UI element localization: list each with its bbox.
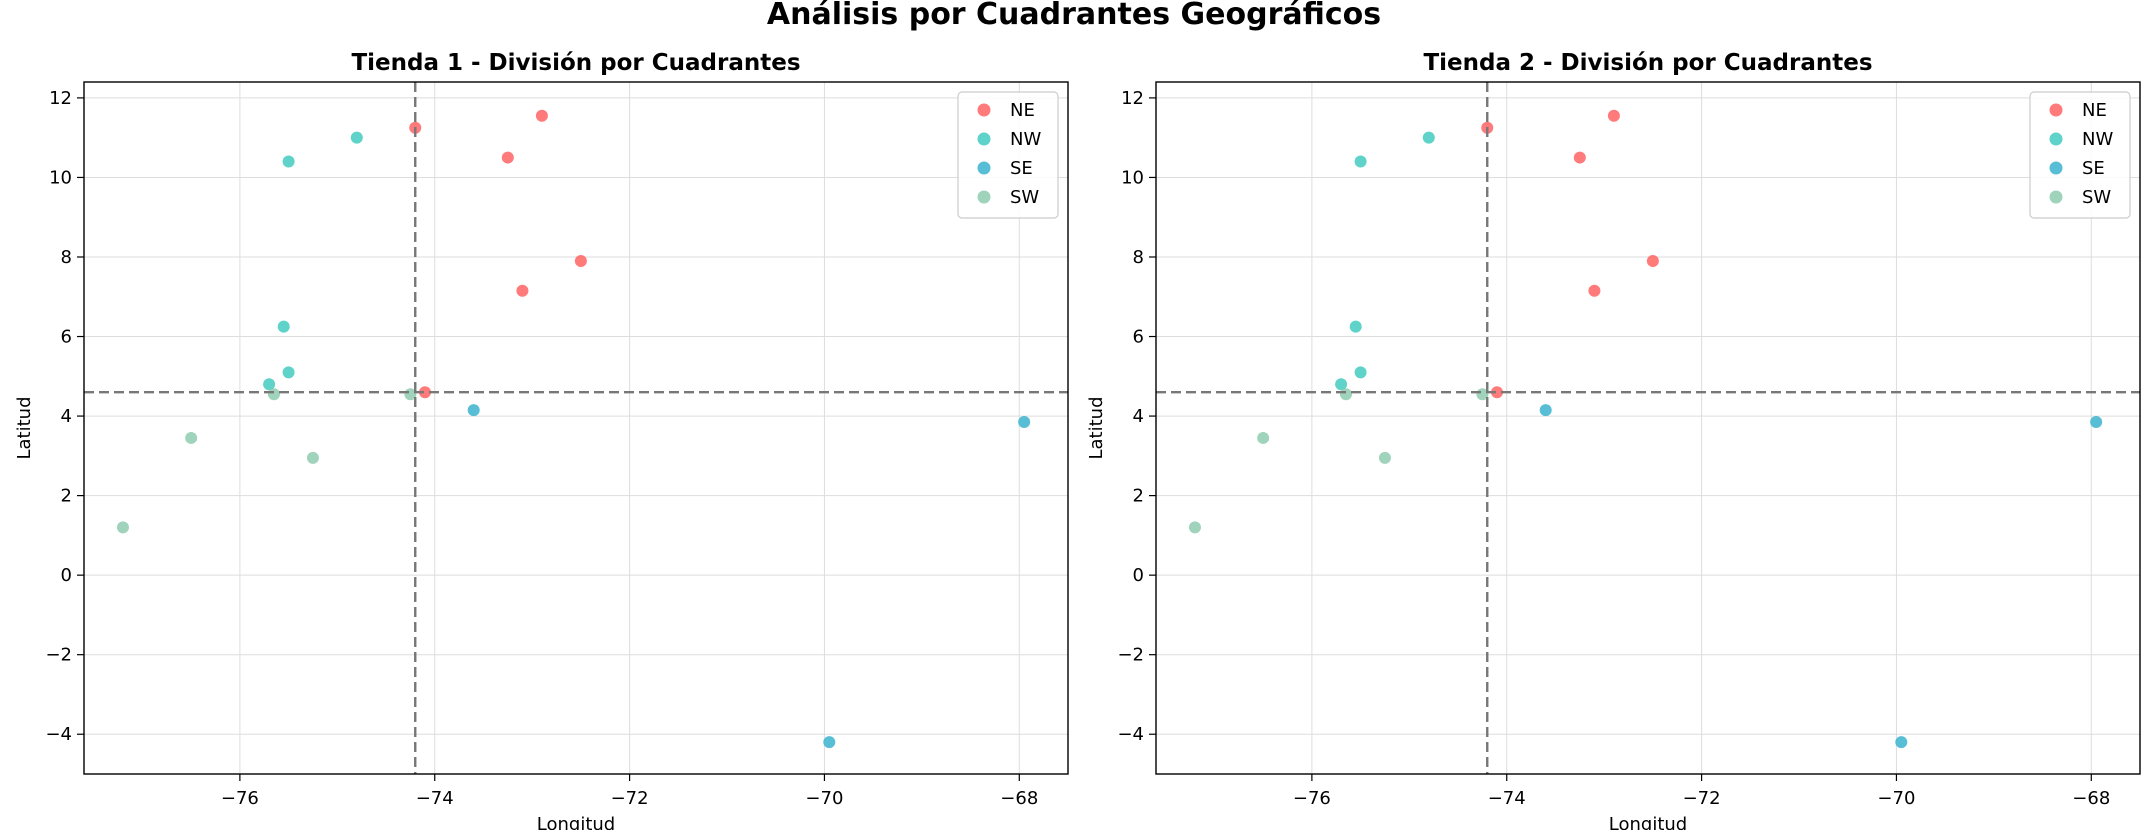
chart-title: Tienda 2 - División por Cuadrantes: [1423, 50, 1872, 76]
legend-marker-se: [977, 161, 991, 175]
data-point-nw: [263, 378, 276, 391]
legend-marker-nw: [2049, 132, 2063, 146]
x-tick-label: −70: [805, 788, 843, 809]
data-point-se: [823, 736, 836, 749]
y-tick-label: 10: [49, 167, 72, 188]
data-point-ne: [1607, 109, 1620, 122]
legend-label-nw: NW: [2082, 129, 2113, 150]
legend: NE NW SE SW: [2029, 91, 2131, 219]
x-tick-label: −74: [416, 788, 454, 809]
y-tick-label: −2: [1117, 645, 1144, 666]
figure-title: Análisis por Cuadrantes Geográficos: [766, 0, 1382, 32]
legend-label-se: SE: [2082, 158, 2105, 179]
data-point-nw: [282, 366, 295, 379]
plot-frame: [1155, 81, 2141, 775]
data-point-sw: [1339, 388, 1352, 401]
data-point-sw: [185, 431, 198, 444]
data-point-se: [2090, 416, 2103, 429]
legend-marker-sw: [2049, 190, 2063, 204]
data-point-nw: [350, 131, 363, 144]
data-point-ne: [1573, 151, 1586, 164]
x-tick-label: −76: [1293, 788, 1331, 809]
legend-box: [957, 91, 1059, 219]
x-tick-label: −72: [611, 788, 649, 809]
y-tick-label: 2: [61, 486, 72, 507]
data-point-ne: [501, 151, 514, 164]
data-point-ne: [1646, 254, 1659, 267]
y-tick-label: −4: [45, 724, 72, 745]
legend-label-nw: NW: [1010, 129, 1041, 150]
legend-label-sw: SW: [2082, 187, 2111, 208]
legend-label-ne: NE: [1010, 100, 1035, 121]
data-point-sw: [116, 521, 129, 534]
x-tick-label: −72: [1683, 788, 1721, 809]
legend-marker-ne: [977, 103, 991, 117]
legend-label-sw: SW: [1010, 187, 1039, 208]
data-point-nw: [1422, 131, 1435, 144]
data-point-sw: [306, 451, 319, 464]
y-tick-label: 0: [1133, 565, 1144, 586]
y-tick-label: 0: [61, 565, 72, 586]
plot-frame: [83, 81, 1069, 775]
data-point-nw: [1335, 378, 1348, 391]
y-tick-label: 4: [1133, 406, 1144, 427]
data-point-ne: [418, 386, 431, 399]
data-point-se: [1539, 404, 1552, 417]
scatter-panel-2: −76 −74 −72 −70 −68 −4 −2 0 2 4 6 8 10 12 Tienda 2 - D…: [1086, 50, 2141, 830]
data-point-ne: [535, 109, 548, 122]
data-point-sw: [1188, 521, 1201, 534]
data-point-nw: [277, 320, 290, 333]
legend-box: [2029, 91, 2131, 219]
x-tick-label: −74: [1488, 788, 1526, 809]
y-tick-label: 6: [61, 327, 72, 348]
legend-marker-sw: [977, 190, 991, 204]
legend: NE NW SE SW: [957, 91, 1059, 219]
x-tick-label: −68: [2072, 788, 2110, 809]
y-tick-label: 10: [1121, 167, 1144, 188]
legend-label-se: SE: [1010, 158, 1033, 179]
data-point-nw: [1354, 366, 1367, 379]
legend-marker-ne: [2049, 103, 2063, 117]
data-point-ne: [1588, 284, 1601, 297]
x-axis-label: Longitud: [1609, 814, 1687, 830]
data-point-nw: [1349, 320, 1362, 333]
y-tick-label: −2: [45, 645, 72, 666]
y-tick-label: −4: [1117, 724, 1144, 745]
y-tick-label: 2: [1133, 486, 1144, 507]
data-point-se: [1018, 416, 1031, 429]
legend-marker-nw: [977, 132, 991, 146]
data-point-ne: [574, 254, 587, 267]
data-point-se: [1895, 736, 1908, 749]
data-point-nw: [1354, 155, 1367, 168]
y-axis-label: Latitud: [1086, 396, 1107, 459]
data-point-nw: [282, 155, 295, 168]
x-tick-label: −76: [221, 788, 259, 809]
y-axis-label: Latitud: [14, 396, 35, 459]
data-point-ne: [516, 284, 529, 297]
scatter-panel-1: −76 −74 −72 −70 −68 −4 −2 0 2 4 6 8 10 12 Tienda 1 - D…: [14, 50, 1069, 830]
x-tick-label: −70: [1877, 788, 1915, 809]
data-point-sw: [1257, 431, 1270, 444]
y-tick-label: 4: [61, 406, 72, 427]
y-tick-label: 8: [1133, 247, 1144, 268]
x-tick-label: −68: [1000, 788, 1038, 809]
y-tick-label: 8: [61, 247, 72, 268]
legend-marker-se: [2049, 161, 2063, 175]
data-point-se: [467, 404, 480, 417]
data-point-sw: [267, 388, 280, 401]
chart-title: Tienda 1 - División por Cuadrantes: [351, 50, 800, 76]
data-point-sw: [1378, 451, 1391, 464]
y-tick-label: 6: [1133, 327, 1144, 348]
x-axis-label: Longitud: [537, 814, 615, 830]
data-point-ne: [1490, 386, 1503, 399]
y-tick-label: 12: [1121, 88, 1144, 109]
legend-label-ne: NE: [2082, 100, 2107, 121]
y-tick-label: 12: [49, 88, 72, 109]
